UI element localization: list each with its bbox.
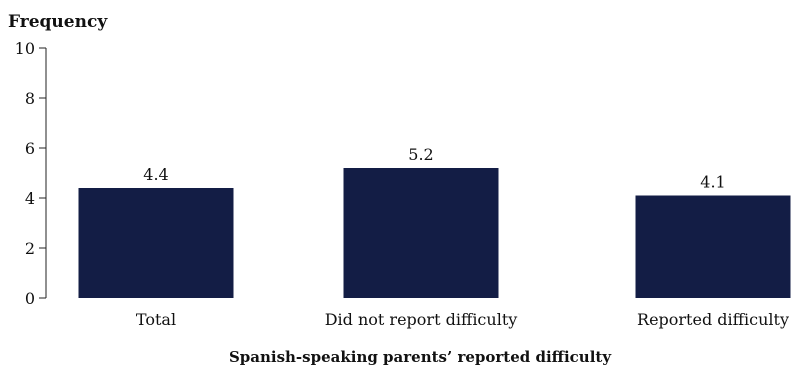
bar-value-label: 5.2 — [408, 145, 433, 164]
bars: 4.4 Total 5.2 Did not report difficulty 4.1 R… — [78, 145, 791, 329]
y-tick-label: 2 — [25, 239, 35, 258]
bar — [343, 168, 499, 298]
bar-value-label: 4.1 — [700, 173, 725, 192]
y-tick-label: 0 — [25, 289, 35, 308]
y-tick-label: 4 — [25, 189, 35, 208]
y-tick-label: 6 — [25, 139, 35, 158]
x-category-label: Reported difficulty — [637, 310, 789, 329]
bar — [635, 195, 791, 298]
y-tick-label: 8 — [25, 89, 35, 108]
x-category-label: Total — [136, 310, 176, 329]
y-axis-title: Frequency — [8, 12, 108, 32]
x-axis-title: Spanish-speaking parents’ reported diffi… — [229, 348, 612, 366]
y-tick-label: 10 — [15, 39, 35, 58]
x-category-label: Did not report difficulty — [325, 310, 518, 329]
bar-value-label: 4.4 — [143, 165, 168, 184]
bar — [78, 188, 234, 298]
y-axis-ticks: 0 2 4 6 8 10 — [15, 39, 46, 308]
